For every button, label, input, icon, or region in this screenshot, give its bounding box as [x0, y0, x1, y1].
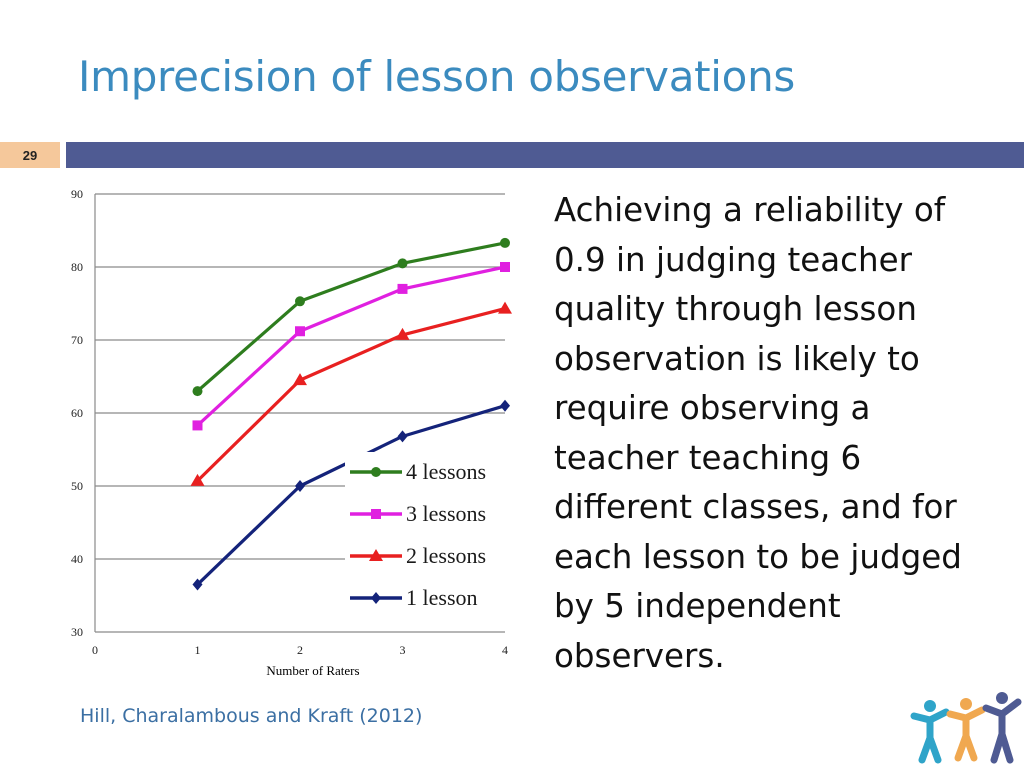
series-lines	[190, 237, 512, 591]
data-point	[371, 592, 381, 604]
data-point	[190, 473, 205, 486]
data-point	[498, 301, 512, 314]
y-tick-label: 50	[71, 479, 83, 493]
data-point	[369, 549, 383, 561]
legend-label: 1 lesson	[406, 585, 478, 610]
data-point	[371, 467, 381, 477]
slide-title: Imprecision of lesson observations	[78, 52, 795, 101]
body-text: Achieving a reliability of 0.9 in judgin…	[554, 191, 962, 675]
data-point	[192, 578, 203, 591]
data-point	[397, 430, 408, 443]
series-4-lessons	[192, 237, 510, 397]
data-point	[192, 386, 203, 397]
legend-item: 4 lessons	[350, 459, 486, 484]
x-tick-label: 3	[400, 643, 406, 657]
y-tick-label: 80	[71, 260, 83, 274]
chart-legend: 4 lessons 3 lessons 2 lessons 1 lesson	[345, 452, 507, 628]
x-tick-label: 2	[297, 643, 303, 657]
x-axis-label: Number of Raters	[266, 663, 359, 678]
data-point	[500, 237, 510, 248]
legend-label: 2 lessons	[406, 543, 486, 568]
chart-axes	[94, 194, 505, 633]
citation: Hill, Charalambous and Kraft (2012)	[80, 705, 423, 727]
line-chart: 30 40 50 60 70 80 90 0 1 2 3 4 Number of Raters 4 …	[71, 187, 512, 678]
x-tick-labels: 0 1 2 3 4	[92, 643, 508, 657]
legend-item: 3 lessons	[350, 501, 486, 526]
data-point	[395, 327, 410, 340]
series-3-lessons	[192, 262, 510, 431]
y-tick-labels: 30 40 50 60 70 80 90	[71, 187, 83, 639]
slide-number: 29	[0, 142, 60, 168]
data-point	[397, 283, 408, 294]
y-tick-label: 70	[71, 333, 83, 347]
data-point	[295, 326, 305, 337]
x-tick-label: 0	[92, 643, 98, 657]
series-line	[196, 307, 506, 483]
series-line	[196, 265, 506, 427]
data-point	[295, 480, 305, 492]
x-tick-label: 1	[195, 643, 201, 657]
y-tick-label: 30	[71, 625, 83, 639]
data-point	[500, 262, 510, 272]
data-point	[192, 420, 203, 431]
data-point	[295, 296, 305, 307]
legend-label: 4 lessons	[406, 459, 486, 484]
data-point	[293, 373, 307, 386]
legend-item: 2 lessons	[350, 543, 486, 568]
series-2-lessons	[190, 301, 512, 486]
x-tick-label: 4	[502, 643, 508, 657]
y-tick-label: 40	[71, 552, 83, 566]
data-point	[500, 399, 510, 412]
header-bar	[66, 142, 1024, 168]
legend-label: 3 lessons	[406, 501, 486, 526]
data-point	[397, 258, 408, 269]
data-point	[371, 509, 381, 519]
people-logo-icon	[910, 692, 1022, 764]
y-tick-label: 90	[71, 187, 83, 201]
legend-item: 1 lesson	[350, 585, 478, 610]
series-line	[196, 241, 506, 393]
y-tick-label: 60	[71, 406, 83, 420]
